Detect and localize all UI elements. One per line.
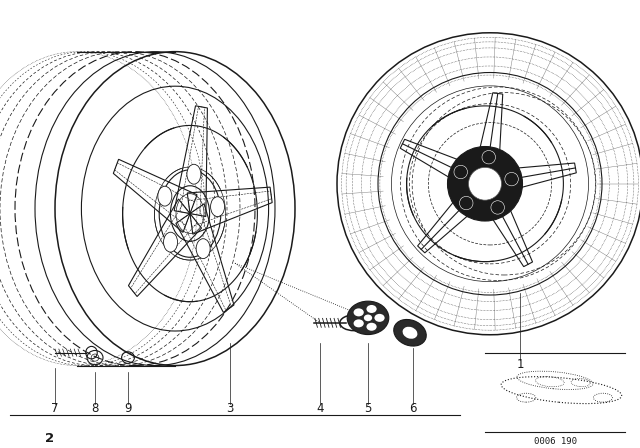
Text: 6: 6: [409, 402, 417, 415]
Text: 3: 3: [227, 402, 234, 415]
Ellipse shape: [482, 151, 495, 164]
Text: 5: 5: [364, 402, 372, 415]
Text: 7: 7: [51, 402, 59, 415]
Ellipse shape: [374, 314, 385, 322]
Ellipse shape: [353, 308, 364, 316]
Text: 1: 1: [516, 358, 524, 370]
Ellipse shape: [460, 196, 473, 210]
Text: 0006 190: 0006 190: [534, 437, 577, 446]
Ellipse shape: [403, 327, 417, 339]
Text: 8: 8: [92, 402, 99, 415]
Ellipse shape: [491, 201, 504, 214]
Ellipse shape: [187, 164, 201, 184]
Ellipse shape: [447, 146, 522, 221]
Ellipse shape: [158, 186, 172, 206]
Text: 9: 9: [124, 402, 132, 415]
Text: 4: 4: [316, 402, 324, 415]
Ellipse shape: [367, 323, 377, 331]
Ellipse shape: [347, 301, 389, 335]
Ellipse shape: [353, 319, 364, 327]
Ellipse shape: [454, 165, 467, 179]
Ellipse shape: [196, 239, 210, 258]
Ellipse shape: [211, 197, 225, 216]
Ellipse shape: [364, 314, 372, 321]
Ellipse shape: [505, 172, 518, 186]
Ellipse shape: [394, 319, 426, 346]
Ellipse shape: [367, 305, 377, 313]
Ellipse shape: [164, 232, 177, 252]
Text: 2: 2: [45, 432, 54, 445]
Ellipse shape: [468, 168, 502, 200]
